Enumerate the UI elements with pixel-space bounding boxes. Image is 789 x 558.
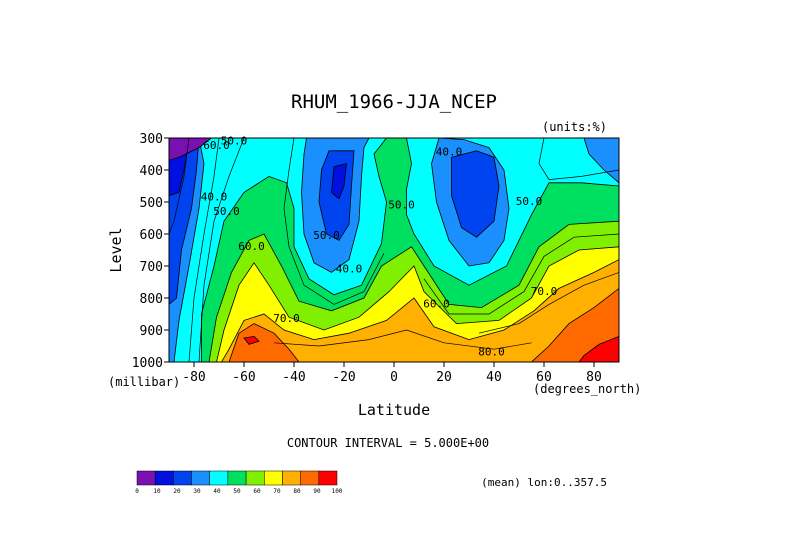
contour-line-1	[188, 138, 220, 362]
contour-line-0	[169, 138, 190, 235]
contour-fill-17	[578, 335, 619, 362]
colorbar-label-9: 90	[313, 488, 321, 495]
contour-fill-6	[451, 150, 500, 238]
colorbar-label-6: 60	[253, 488, 261, 495]
contour-fill-10	[169, 138, 213, 161]
y-tick-label-0: 300	[140, 132, 163, 147]
y-tick-label-1: 400	[140, 164, 163, 179]
x-tick-label-5: 20	[436, 370, 452, 385]
x-units-label: (degrees_north)	[533, 382, 641, 396]
x-tick-label-2: -40	[282, 370, 305, 385]
contour-label-13: 80.0	[478, 346, 505, 359]
contour-fill-14	[221, 259, 619, 362]
x-tick-label-4: 0	[390, 370, 398, 385]
contour-label-2: 40.0	[201, 190, 228, 203]
x-tick-label-6: 40	[486, 370, 502, 385]
contour-line-3	[283, 138, 385, 305]
y-tick-label-2: 500	[140, 196, 163, 211]
colorbar-label-7: 70	[273, 488, 281, 495]
contour-label-9: 40.0	[436, 146, 463, 159]
contour-label-6: 50.0	[313, 229, 340, 242]
contour-labels: 60.050.040.050.060.070.050.040.050.040.0…	[201, 134, 558, 358]
contour-label-5: 70.0	[273, 312, 300, 325]
contour-line-2	[198, 138, 245, 362]
colorbar-label-0: 0	[135, 488, 139, 495]
colorbar-swatch-2	[173, 470, 192, 486]
colorbar-swatch-10	[318, 470, 338, 486]
contour-fill-18	[243, 335, 260, 345]
colorbar: 0 10 20 30 40 50 60 70 80 90 100	[135, 470, 343, 495]
contour-interval-text: CONTOUR INTERVAL = 5.000E+00	[287, 436, 489, 450]
colorbar-swatch-9	[300, 470, 320, 486]
x-tick-label-1: -60	[232, 370, 255, 385]
colorbar-swatch-5	[227, 470, 247, 486]
y-tick-label-3: 600	[140, 228, 163, 243]
contour-lines	[169, 138, 619, 362]
y-units-label: (millibar)	[108, 375, 180, 389]
colorbar-label-5: 50	[233, 488, 241, 495]
contour-line-6	[478, 272, 619, 334]
colorbar-swatch-1	[154, 470, 174, 486]
y-tick-label-4: 700	[140, 260, 163, 275]
contour-label-11: 50.0	[516, 195, 543, 208]
contour-label-8: 50.0	[388, 198, 415, 211]
y-axis: 300 400 500 600 700 800 900 1000	[132, 132, 169, 371]
colorbar-swatch-0	[136, 470, 156, 486]
contour-label-4: 60.0	[238, 240, 265, 253]
contour-label-1: 50.0	[221, 134, 248, 147]
contour-label-7: 40.0	[336, 262, 363, 275]
y-tick-label-6: 900	[140, 324, 163, 339]
x-axis-label: Latitude	[358, 401, 430, 419]
colorbar-label-3: 30	[193, 488, 201, 495]
colorbar-label-2: 20	[173, 488, 181, 495]
contour-label-12: 70.0	[531, 285, 558, 298]
plot-area	[169, 138, 619, 362]
contour-label-10: 60.0	[423, 298, 450, 311]
units-label: (units:%)	[542, 120, 607, 134]
contour-fill-8	[331, 163, 347, 200]
colorbar-swatch-7	[264, 470, 283, 486]
x-tick-label-0: -80	[182, 370, 205, 385]
y-tick-label-7: 1000	[132, 356, 163, 371]
contour-label-0: 60.0	[203, 139, 230, 152]
contour-line-4	[538, 138, 619, 180]
colorbar-label-10: 100	[332, 488, 343, 495]
colorbar-label-4: 40	[213, 488, 221, 495]
contour-fill-16	[228, 323, 300, 362]
colorbar-label-1: 10	[153, 488, 161, 495]
colorbar-swatch-6	[245, 470, 265, 486]
mean-text: (mean) lon:0..357.5	[481, 476, 607, 489]
contour-line-5	[423, 233, 619, 315]
x-tick-label-3: -20	[332, 370, 355, 385]
colorbar-swatch-3	[191, 470, 210, 486]
contour-line-7	[273, 329, 532, 350]
contour-fill-15	[530, 287, 619, 362]
y-tick-label-5: 800	[140, 292, 163, 307]
colorbar-swatch-8	[282, 470, 301, 486]
y-axis-label: Level	[107, 227, 125, 272]
chart-title: RHUM_1966-JJA_NCEP	[291, 91, 497, 113]
x-tick-label-8: 80	[586, 370, 602, 385]
colorbar-swatch-4	[209, 470, 229, 486]
x-tick-label-7: 60	[536, 370, 552, 385]
contour-label-3: 50.0	[213, 205, 240, 218]
colorbar-label-8: 80	[293, 488, 301, 495]
x-axis: -80 -60 -40 -20 0 20 40 60 80	[182, 362, 602, 385]
